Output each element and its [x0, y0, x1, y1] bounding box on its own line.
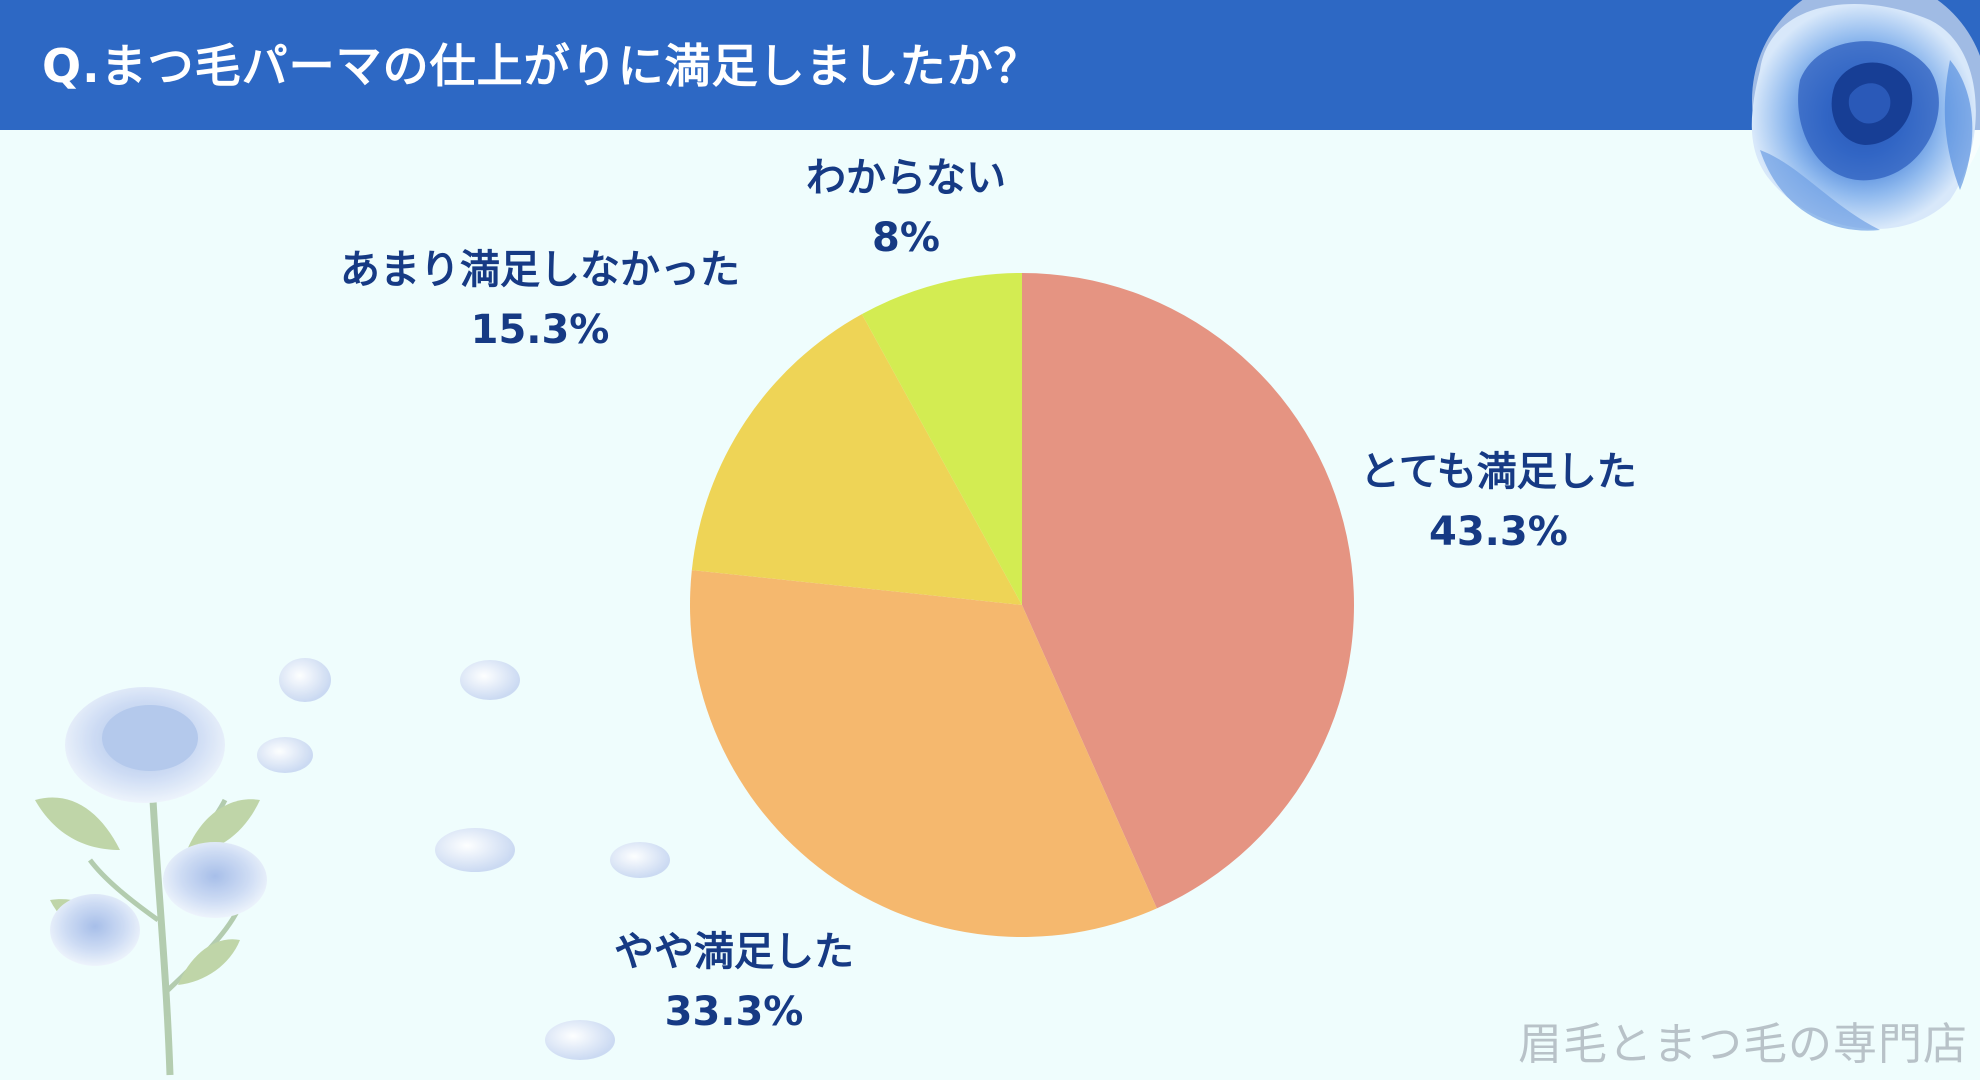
watermark-text: 眉毛とまつ毛の専門店	[1518, 1019, 1968, 1070]
bottom-left-rose-icon	[35, 687, 267, 1076]
slice-label-dont-know: わからない 8%	[806, 148, 1006, 268]
slice-label-very-satisfied: とても満足した 43.3%	[1360, 442, 1637, 562]
slice-category-label: あまり満足しなかった	[340, 247, 740, 293]
page-title: Q.まつ毛パーマの仕上がりに満足しましたか？	[42, 39, 1041, 93]
slice-very-satisfied	[1022, 273, 1354, 909]
slice-dont-know	[861, 273, 1022, 605]
slice-label-not-very-satisfied: あまり満足しなかった 15.3%	[340, 240, 740, 360]
slice-value-label: 8%	[872, 215, 940, 261]
slice-label-somewhat-satisfied: やや満足した 33.3%	[614, 922, 854, 1042]
slice-category-label: わからない	[806, 155, 1006, 201]
slice-value-label: 33.3%	[664, 989, 804, 1035]
slice-category-label: とても満足した	[1360, 449, 1637, 495]
top-right-rose-icon	[1751, 0, 1980, 231]
slice-not-very-satisfied	[691, 314, 1022, 605]
slice-category-label: やや満足した	[614, 929, 854, 975]
title-bar: Q.まつ毛パーマの仕上がりに満足しましたか？	[0, 0, 1980, 130]
slice-somewhat-satisfied	[690, 570, 1157, 937]
slice-value-label: 43.3%	[1429, 509, 1568, 555]
slice-value-label: 15.3%	[470, 307, 610, 353]
petal-icon	[257, 658, 670, 1060]
